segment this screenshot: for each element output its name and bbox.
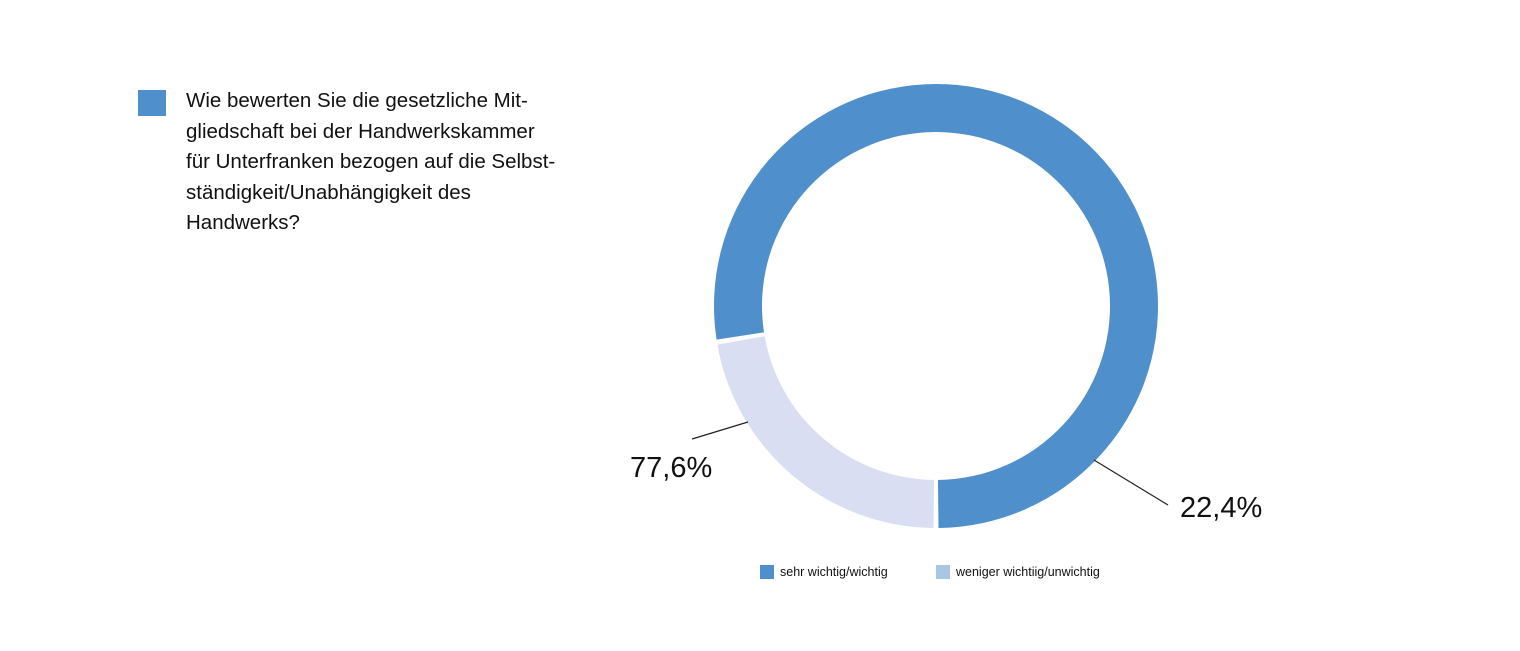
leader-line-weniger-wichtig [1093, 459, 1169, 506]
legend-item-weniger-wichtig: weniger wichtiig/unwichtig [936, 565, 1100, 579]
question-marker [138, 90, 166, 116]
slice-weniger-wichtig [717, 336, 935, 528]
leader-line-sehr-wichtig [691, 421, 749, 440]
title-line-3: für Unterfranken bezogen auf die Selbst- [186, 150, 556, 173]
donut-slices [714, 84, 1159, 528]
legend-swatch-weniger-wichtig [936, 565, 950, 579]
title-line-2: gliedschaft bei der Handwerkskammer [186, 119, 535, 143]
data-label-weniger-wichtig: 22,4% [1180, 492, 1262, 524]
title-line-1: Wie bewerten Sie die gesetzliche Mit- [186, 89, 528, 112]
title-line-5: Handwerks? [186, 211, 300, 234]
legend-item-sehr-wichtig: sehr wichtig/wichtig [760, 565, 888, 579]
data-label-sehr-wichtig: 77,6% [630, 452, 712, 484]
chart-title: Wie bewerten Sie die gesetzliche Mit- gl… [186, 86, 606, 239]
legend-swatch-sehr-wichtig [760, 565, 774, 579]
legend-label-weniger-wichtig: weniger wichtiig/unwichtig [956, 565, 1100, 579]
data-labels: 77,6% 22,4% [630, 452, 1262, 524]
legend-label-sehr-wichtig: sehr wichtig/wichtig [780, 565, 888, 579]
leader-lines [691, 421, 1169, 506]
title-line-4: ständigkeit/Unabhängigkeit des [186, 180, 471, 204]
